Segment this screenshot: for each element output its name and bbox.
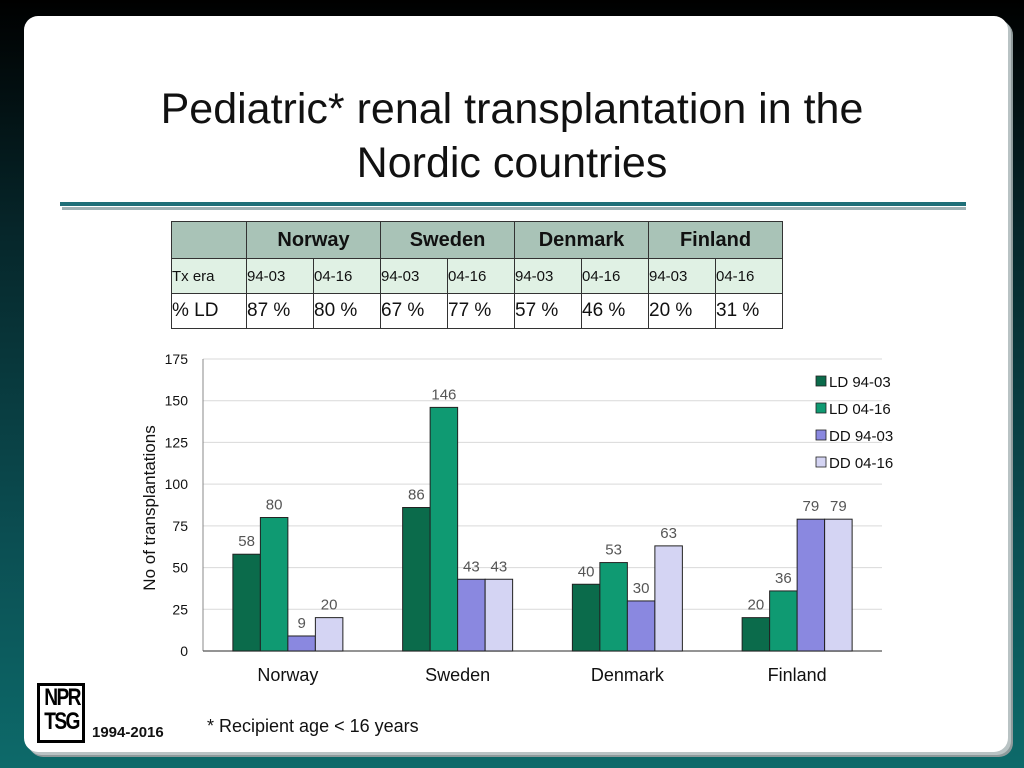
bar bbox=[599, 562, 628, 652]
table-cell: 20 % bbox=[648, 293, 716, 329]
table-country-finland: Finland bbox=[648, 221, 783, 259]
table-country-sweden: Sweden bbox=[380, 221, 515, 259]
title-line-1: Pediatric* renal transplantation in the bbox=[160, 85, 864, 133]
data-label: 40 bbox=[578, 563, 595, 580]
data-label: 79 bbox=[803, 498, 820, 515]
table-cell: 04-16 bbox=[715, 258, 783, 294]
table-era-row: Tx era 94-03 04-16 94-03 04-16 94-03 04-… bbox=[171, 258, 783, 294]
title-line-2: Nordic countries bbox=[356, 139, 668, 187]
y-tick-label: 125 bbox=[165, 434, 189, 450]
table-row-label: Tx era bbox=[171, 258, 247, 294]
y-tick-label: 100 bbox=[165, 476, 189, 492]
data-label: 53 bbox=[605, 542, 622, 559]
bar bbox=[796, 518, 826, 652]
bar bbox=[314, 617, 344, 652]
bar bbox=[484, 578, 514, 652]
bar bbox=[769, 590, 798, 652]
bar bbox=[402, 507, 431, 652]
footnote: * Recipient age < 16 years bbox=[207, 716, 419, 736]
data-label: 80 bbox=[266, 497, 283, 514]
legend-label: DD 94-03 bbox=[829, 428, 893, 445]
x-tick-label: Norway bbox=[257, 665, 318, 685]
legend-swatch bbox=[815, 402, 827, 414]
years-label: 1994-2016 bbox=[92, 724, 164, 741]
y-tick-label: 75 bbox=[172, 518, 188, 534]
table-cell: 31 % bbox=[715, 293, 783, 329]
bar bbox=[457, 578, 486, 652]
y-tick-label: 150 bbox=[165, 393, 189, 409]
legend-swatch bbox=[815, 375, 827, 387]
legend-label: LD 94-03 bbox=[829, 374, 891, 391]
y-tick-label: 0 bbox=[180, 643, 188, 659]
legend-swatch bbox=[815, 456, 827, 468]
title-rule-shadow bbox=[62, 207, 966, 210]
y-tick-label: 25 bbox=[172, 601, 188, 617]
table-country-norway: Norway bbox=[246, 221, 381, 259]
table-cell: 77 % bbox=[447, 293, 515, 329]
bar bbox=[654, 545, 683, 652]
bar bbox=[626, 600, 656, 652]
bar bbox=[232, 553, 261, 652]
bar bbox=[259, 517, 289, 652]
x-tick-label: Finland bbox=[768, 665, 827, 685]
data-label: 30 bbox=[633, 580, 650, 597]
data-label: 79 bbox=[830, 498, 847, 515]
table-cell: 04-16 bbox=[581, 258, 649, 294]
logo-line-1: NPR bbox=[44, 684, 81, 711]
data-label: 63 bbox=[660, 525, 677, 542]
y-axis-label: No of transplantations bbox=[140, 425, 159, 590]
table-cell: 94-03 bbox=[246, 258, 314, 294]
logo-line-2: TSG bbox=[44, 708, 80, 735]
table-cell: 87 % bbox=[246, 293, 314, 329]
data-label: 43 bbox=[463, 558, 480, 575]
table-cell: 46 % bbox=[581, 293, 649, 329]
bar bbox=[741, 617, 771, 652]
data-label: 43 bbox=[491, 558, 508, 575]
page-title: Pediatric* renal transplantation in the … bbox=[0, 82, 1024, 190]
data-label: 86 bbox=[408, 487, 425, 504]
table-cell: 67 % bbox=[380, 293, 448, 329]
era-table: Norway Sweden Denmark Finland Tx era 94-… bbox=[171, 221, 783, 329]
data-label: 58 bbox=[238, 533, 255, 550]
table-cell: 04-16 bbox=[447, 258, 515, 294]
data-label: 20 bbox=[321, 597, 338, 614]
legend-label: LD 04-16 bbox=[829, 401, 891, 418]
data-label: 9 bbox=[297, 615, 305, 632]
nprtsg-logo: NPR TSG bbox=[37, 683, 85, 743]
title-rule bbox=[60, 202, 966, 206]
table-ld-row: % LD 87 % 80 % 67 % 77 % 57 % 46 % 20 % … bbox=[171, 293, 783, 329]
bar bbox=[824, 518, 853, 652]
table-row-label: % LD bbox=[171, 293, 247, 329]
x-tick-label: Sweden bbox=[425, 665, 490, 685]
x-tick-label: Denmark bbox=[591, 665, 665, 685]
legend-label: DD 04-16 bbox=[829, 455, 893, 472]
table-cell: 94-03 bbox=[514, 258, 582, 294]
legend-swatch bbox=[815, 429, 827, 441]
bar bbox=[571, 583, 601, 652]
bar bbox=[287, 635, 316, 652]
table-cell: 80 % bbox=[313, 293, 381, 329]
data-label: 20 bbox=[748, 597, 765, 614]
y-tick-label: 50 bbox=[172, 560, 188, 576]
y-tick-label: 175 bbox=[165, 351, 189, 367]
bar bbox=[429, 406, 459, 652]
table-cell: 57 % bbox=[514, 293, 582, 329]
data-label: 146 bbox=[431, 386, 456, 403]
data-label: 36 bbox=[775, 570, 792, 587]
